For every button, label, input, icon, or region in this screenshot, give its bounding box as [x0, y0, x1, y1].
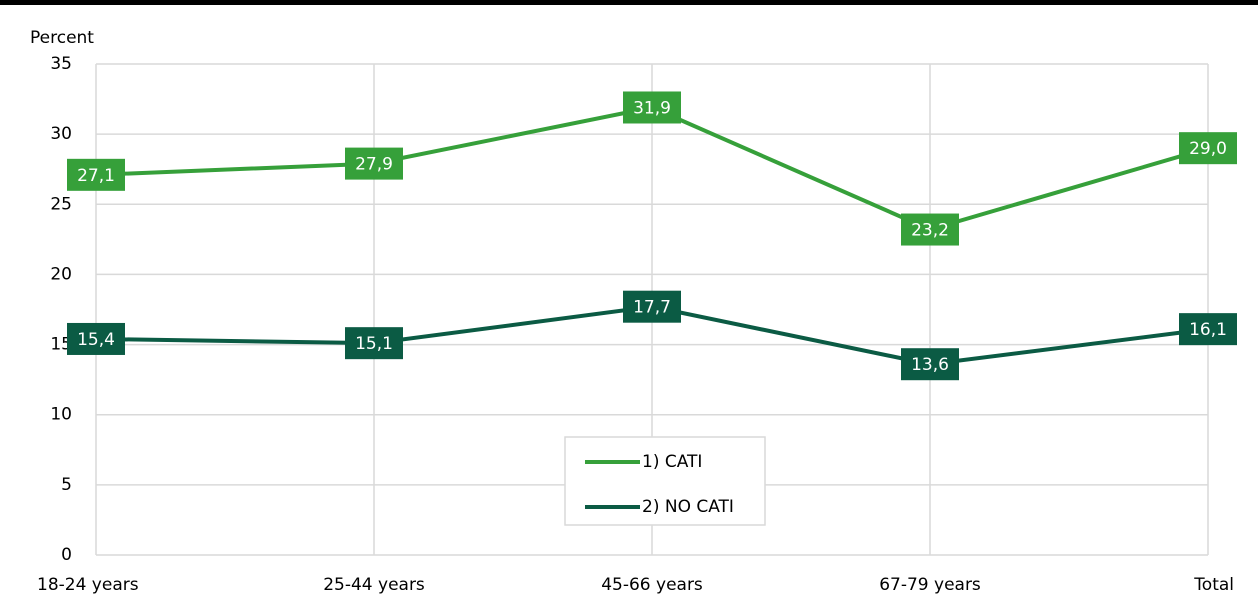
x-tick-label: 45-66 years: [601, 575, 703, 595]
data-label-box: [345, 327, 403, 360]
data-label: 13,6: [901, 348, 959, 381]
data-label-text: 17,7: [633, 298, 671, 318]
data-label-box: [67, 322, 125, 355]
data-label-box: [901, 213, 959, 246]
data-label-text: 16,1: [1189, 320, 1227, 340]
data-label: 29,0: [1179, 132, 1237, 165]
data-label-text: 27,9: [355, 155, 393, 175]
x-tick-label: 25-44 years: [323, 575, 425, 595]
data-label-text: 29,0: [1189, 139, 1227, 159]
data-label-box: [623, 91, 681, 124]
legend-label: 1) CATI: [642, 452, 702, 472]
data-label: 27,9: [345, 147, 403, 180]
y-tick-label: 30: [50, 124, 72, 144]
legend-label: 2) NO CATI: [642, 497, 734, 517]
data-label-box: [345, 147, 403, 180]
data-label: 15,1: [345, 327, 403, 360]
data-label-text: 15,1: [355, 334, 393, 354]
y-tick-label: 10: [50, 405, 72, 425]
y-axis-label: Percent: [30, 28, 94, 48]
legend-box: [564, 436, 766, 526]
data-label: 17,7: [623, 290, 681, 323]
data-label-text: 27,1: [77, 166, 115, 186]
x-tick-label: 18-24 years: [37, 575, 139, 595]
y-tick-label: 20: [50, 264, 72, 284]
data-label-text: 31,9: [633, 98, 671, 118]
y-tick-label: 15: [50, 335, 72, 355]
y-tick-label: 5: [61, 475, 72, 495]
data-label: 15,4: [67, 322, 125, 355]
x-tick-label: Total: [1193, 575, 1234, 595]
data-label-text: 15,4: [77, 330, 115, 350]
data-label-box: [67, 158, 125, 191]
data-label-box: [1179, 132, 1237, 165]
data-label-text: 23,2: [911, 221, 949, 241]
data-label-box: [623, 290, 681, 323]
y-tick-label: 0: [61, 545, 72, 565]
data-label: 23,2: [901, 213, 959, 246]
data-label: 16,1: [1179, 313, 1237, 346]
data-label-text: 13,6: [911, 355, 949, 375]
data-label: 31,9: [623, 91, 681, 124]
data-label-box: [901, 348, 959, 381]
top-rule: [0, 0, 1258, 5]
data-label-box: [1179, 313, 1237, 346]
data-label: 27,1: [67, 158, 125, 191]
y-tick-label: 35: [50, 54, 72, 74]
x-tick-label: 67-79 years: [879, 575, 981, 595]
y-tick-label: 25: [50, 194, 72, 214]
